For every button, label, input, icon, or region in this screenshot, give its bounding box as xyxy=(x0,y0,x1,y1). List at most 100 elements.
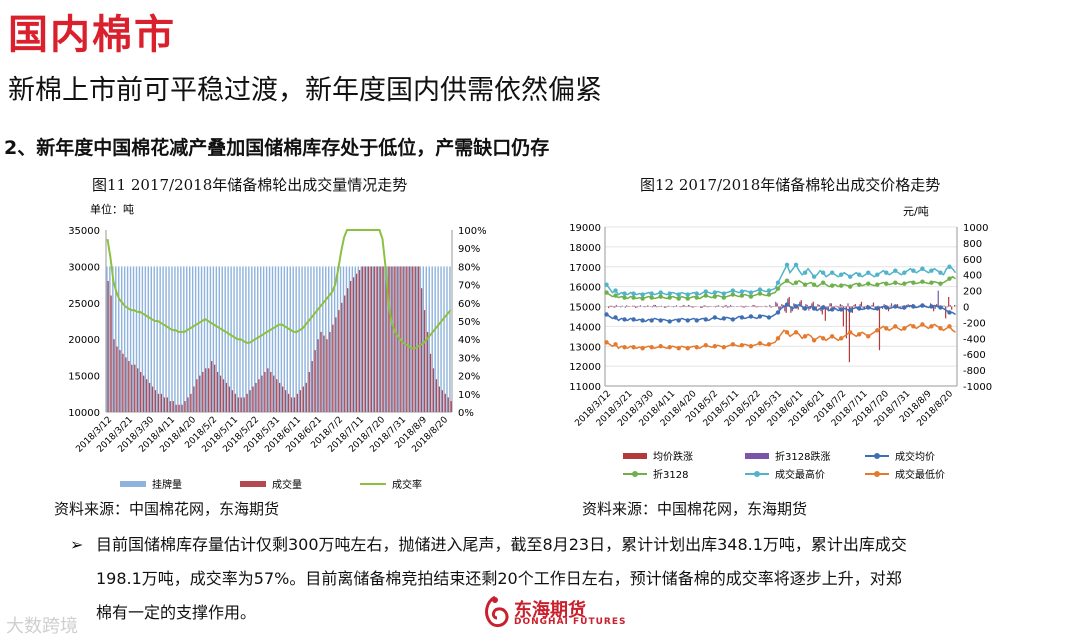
y-tick-label: 25000 xyxy=(68,299,100,310)
slide-title: 国内棉市 xyxy=(8,12,176,58)
deal-bar xyxy=(352,277,355,412)
legend-label: 成交最低价 xyxy=(895,468,945,481)
deal-bar xyxy=(252,386,254,412)
deal-bar xyxy=(379,266,381,412)
deal-bar xyxy=(335,317,337,412)
c3128-line-point xyxy=(802,282,808,287)
legend-label: 挂牌量 xyxy=(152,478,182,491)
legend-marker xyxy=(874,453,880,459)
deal-bar xyxy=(237,397,239,412)
deal-bar xyxy=(417,266,420,412)
avg-price-line-point xyxy=(866,305,871,310)
min-price-line-point xyxy=(604,340,609,345)
y2-tick-label: 0 xyxy=(963,303,969,314)
deal-bar xyxy=(320,331,322,412)
deal-bar xyxy=(355,273,358,412)
deal-bar xyxy=(302,386,304,412)
deal-bar xyxy=(323,335,325,412)
plan-bar xyxy=(372,266,374,412)
plan-bar xyxy=(322,266,324,412)
avg-price-line-point xyxy=(775,310,781,315)
plan-bar xyxy=(419,266,422,412)
deal-bar xyxy=(208,368,210,412)
y2-tick-label: 100% xyxy=(458,226,487,237)
plan-bar xyxy=(162,266,164,412)
plan-bar xyxy=(224,266,226,412)
c3128-line-point xyxy=(757,291,763,296)
deal-bar xyxy=(438,386,441,412)
plan-bar xyxy=(174,266,176,412)
y-tick-label: 17000 xyxy=(569,263,601,274)
plan-bar xyxy=(393,266,395,412)
plan-bar xyxy=(230,266,232,412)
min-price-line-point xyxy=(929,324,934,329)
avg-price-line-point xyxy=(929,304,934,309)
plan-bar xyxy=(407,266,410,412)
plan-bar xyxy=(126,266,129,412)
legend-swatch xyxy=(623,453,647,459)
min-price-line-point xyxy=(649,345,654,350)
plan-bar xyxy=(404,266,407,412)
plan-bar xyxy=(109,266,111,412)
deal-bar xyxy=(134,364,136,412)
plan-bar xyxy=(165,266,167,412)
max-price-line-point xyxy=(631,291,636,296)
deal-bar xyxy=(364,266,367,412)
y-tick-label: 20000 xyxy=(68,335,100,346)
plan-bar xyxy=(197,266,200,412)
plan-bar xyxy=(259,266,262,412)
max-price-line-point xyxy=(947,264,952,269)
chart-figure11: 单位：吨 10000 15000 20000 25000 30000 35000 0% 10% 2… xyxy=(68,202,487,491)
deal-bar xyxy=(441,390,443,412)
y2-tick-label: 0% xyxy=(458,408,474,419)
deal-bar xyxy=(196,379,198,412)
min-price-line-point xyxy=(866,334,871,339)
plan-bar xyxy=(283,266,286,412)
deal-bar xyxy=(172,401,174,412)
headline: 新棉上市前可平稳过渡，新年度国内供需依然偏紧 xyxy=(8,75,602,106)
deal-bar xyxy=(281,386,284,412)
max-price-line-point xyxy=(884,270,889,275)
deal-bar xyxy=(284,390,287,412)
plan-bar xyxy=(227,266,229,412)
max-price-line-point xyxy=(929,268,934,273)
deal-bar xyxy=(246,393,248,412)
deal-bar xyxy=(426,331,429,412)
avg-price-line-point xyxy=(893,304,898,309)
plan-bar xyxy=(327,266,330,412)
plan-bar xyxy=(449,266,451,412)
avg-price-line-point xyxy=(676,318,681,323)
avg-price-line-point xyxy=(875,306,880,311)
min-price-line-point xyxy=(685,346,690,351)
max-price-line-point xyxy=(920,266,925,271)
deal-bar xyxy=(225,382,228,412)
min-price-line-point xyxy=(793,330,799,335)
deal-bar xyxy=(210,361,213,412)
plan-bar xyxy=(141,266,144,412)
deal-bar xyxy=(184,401,186,412)
min-price-line-point xyxy=(640,346,645,351)
plan-bar xyxy=(138,266,141,412)
deal-bar xyxy=(361,266,364,412)
y2-tick-label: -800 xyxy=(963,366,986,377)
legend-label: 成交最高价 xyxy=(775,468,825,481)
plan-bar xyxy=(171,266,173,412)
c3128-line-point xyxy=(739,293,745,298)
y-tick-label: 13000 xyxy=(569,342,601,353)
plan-bar xyxy=(381,266,383,412)
max-price-line-point xyxy=(775,280,781,285)
plan-bar xyxy=(150,266,152,412)
min-price-line-point xyxy=(658,344,663,349)
plan-bar xyxy=(209,266,212,412)
deal-bar xyxy=(205,368,207,412)
deal-bar xyxy=(113,339,115,412)
deal-bar xyxy=(391,266,393,412)
deal-bar xyxy=(273,375,275,412)
plan-bar xyxy=(248,266,250,412)
plan-bar xyxy=(401,266,404,412)
deal-bar xyxy=(299,390,302,412)
figure12-source: 资料来源：中国棉花网，东海期货 xyxy=(582,500,808,518)
max-price-line-point xyxy=(649,291,654,296)
deal-bar xyxy=(412,266,414,412)
c3128-line-point xyxy=(604,290,609,295)
